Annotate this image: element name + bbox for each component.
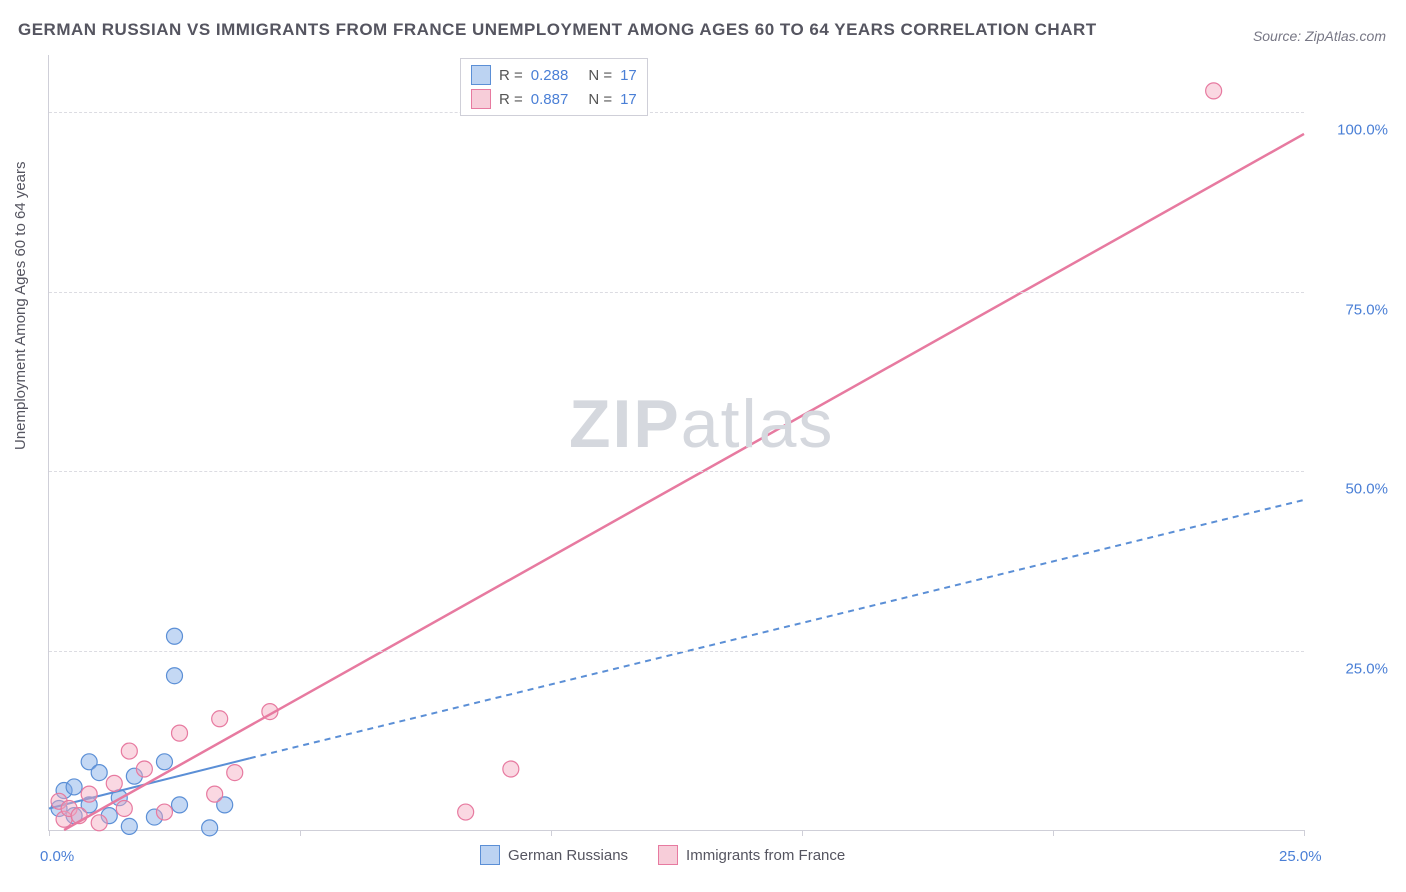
legend-n-value: 17: [620, 67, 637, 84]
data-point: [458, 804, 474, 820]
data-point: [66, 779, 82, 795]
x-tick: [1304, 830, 1305, 836]
gridline: [49, 112, 1304, 113]
data-point: [212, 711, 228, 727]
y-tick-label: 75.0%: [1345, 301, 1388, 318]
data-point: [1206, 83, 1222, 99]
data-point: [172, 725, 188, 741]
data-point: [121, 818, 137, 834]
legend-item: German Russians: [480, 845, 628, 865]
legend-correlation: R = 0.288 N = 17 R = 0.887 N = 17: [460, 58, 648, 116]
y-tick-label: 100.0%: [1337, 122, 1388, 139]
legend-row: R = 0.288 N = 17: [471, 63, 637, 87]
gridline: [49, 471, 1304, 472]
legend-n-prefix: N =: [588, 67, 612, 84]
data-point: [156, 754, 172, 770]
watermark-light: atlas: [681, 386, 835, 462]
legend-r-value: 0.887: [531, 91, 569, 108]
legend-label: Immigrants from France: [686, 847, 845, 864]
trend-line-extended: [250, 500, 1304, 758]
data-point: [121, 743, 137, 759]
data-point: [227, 765, 243, 781]
gridline: [49, 651, 1304, 652]
legend-r-value: 0.288: [531, 67, 569, 84]
x-tick: [49, 830, 50, 836]
plot-area: ZIPatlas: [48, 55, 1304, 831]
x-tick: [802, 830, 803, 836]
legend-n-prefix: N =: [588, 91, 612, 108]
data-point: [91, 815, 107, 831]
x-tick-label: 25.0%: [1279, 848, 1322, 865]
legend-series: German Russians Immigrants from France: [480, 845, 845, 865]
x-tick: [300, 830, 301, 836]
data-point: [167, 668, 183, 684]
x-tick: [1053, 830, 1054, 836]
legend-n-value: 17: [620, 91, 637, 108]
trend-line: [64, 134, 1304, 830]
data-point: [156, 804, 172, 820]
y-axis-label: Unemployment Among Ages 60 to 64 years: [12, 161, 29, 450]
data-point: [136, 761, 152, 777]
data-point: [167, 628, 183, 644]
x-tick: [551, 830, 552, 836]
watermark: ZIPatlas: [569, 385, 834, 463]
y-tick-label: 25.0%: [1345, 660, 1388, 677]
data-point: [81, 786, 97, 802]
data-point: [172, 797, 188, 813]
chart-title: GERMAN RUSSIAN VS IMMIGRANTS FROM FRANCE…: [18, 20, 1097, 40]
data-point: [202, 820, 218, 836]
source-label: Source: ZipAtlas.com: [1253, 28, 1386, 44]
legend-swatch: [471, 89, 491, 109]
data-point: [503, 761, 519, 777]
legend-r-prefix: R =: [499, 91, 523, 108]
data-point: [207, 786, 223, 802]
data-point: [91, 765, 107, 781]
gridline: [49, 292, 1304, 293]
legend-label: German Russians: [508, 847, 628, 864]
x-tick-label: 0.0%: [40, 848, 74, 865]
legend-r-prefix: R =: [499, 67, 523, 84]
legend-item: Immigrants from France: [658, 845, 845, 865]
y-tick-label: 50.0%: [1345, 481, 1388, 498]
legend-swatch: [658, 845, 678, 865]
data-point: [106, 775, 122, 791]
data-point: [116, 800, 132, 816]
legend-swatch: [471, 65, 491, 85]
legend-swatch: [480, 845, 500, 865]
legend-row: R = 0.887 N = 17: [471, 87, 637, 111]
watermark-bold: ZIP: [569, 386, 681, 462]
